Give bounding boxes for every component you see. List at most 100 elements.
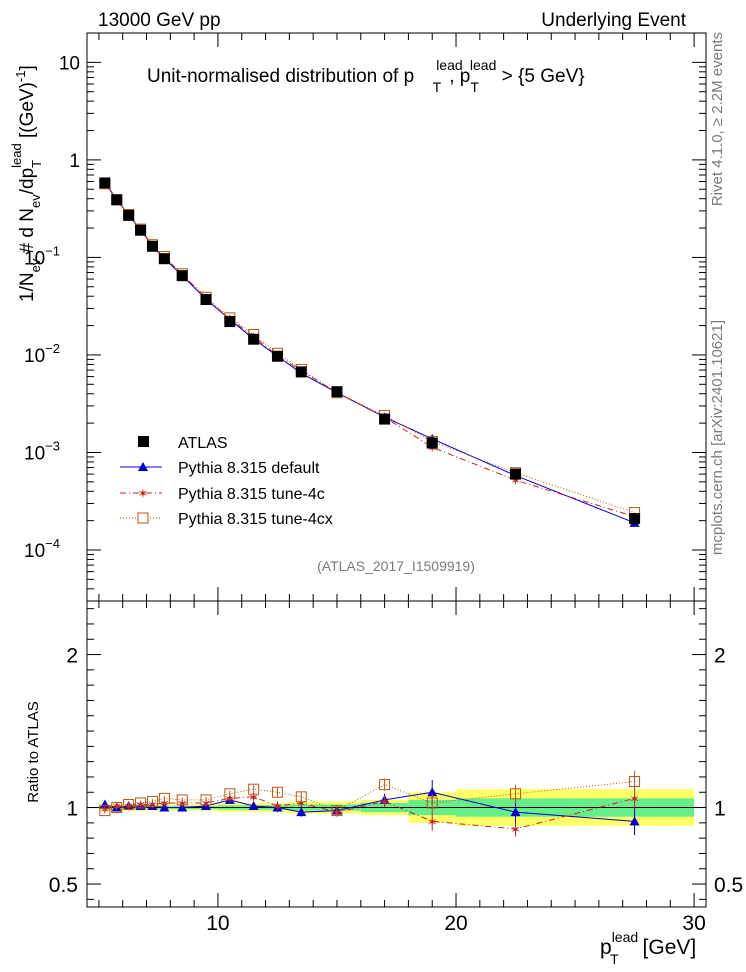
legend-marker-default <box>138 462 148 471</box>
analysis-watermark: (ATLAS_2017_I1509919) <box>317 558 475 574</box>
ratio-point: ✶ <box>123 800 134 815</box>
data-point <box>379 413 391 425</box>
legend-label-default: Pythia 8.315 default <box>178 460 320 477</box>
xlabel-sup: lead <box>612 929 638 945</box>
ratio-frame <box>86 600 707 908</box>
ratio-point: ✶ <box>248 791 259 806</box>
y-tick-label: 10−3 <box>24 438 60 464</box>
ylabel-d: [(GeV) <box>17 82 38 143</box>
ratio-y-tick-label-right: 2 <box>714 645 726 668</box>
y-tick-label: 10−1 <box>24 243 60 269</box>
ratio-point: ✶ <box>135 798 146 813</box>
ratio-point <box>629 776 641 788</box>
ratio-point <box>111 802 123 814</box>
ratio-line <box>104 781 635 812</box>
ratio-point: ✶ <box>272 800 283 815</box>
legend: ATLAS Pythia 8.315 default ✶ Pythia 8.31… <box>120 435 333 528</box>
ratio-point <box>135 797 147 809</box>
title-sub2: T <box>470 79 479 95</box>
title-suffix: > {5 GeV} <box>496 66 584 87</box>
data-point <box>224 316 236 328</box>
title-sup1: lead <box>436 57 462 73</box>
y-tick-label: 1 <box>69 151 80 172</box>
ylabel-a: 1/N <box>17 272 38 302</box>
x-tick-label: 30 <box>682 912 705 935</box>
ratio-point <box>426 797 438 809</box>
data-point: ✶ <box>427 441 438 456</box>
data-point <box>295 366 307 378</box>
ratio-y-tick-label-right: 0.5 <box>714 874 743 897</box>
mcplots-label: mcplots.cern.ch [arXiv:2401.10621] <box>709 320 726 555</box>
ratio-series-group: ✶ ✶ ✶ ✶ ✶ ✶ ✶ ✶ ✶ ✶✶ ✶✶✶✶✶✶ <box>99 770 641 838</box>
data-point: ✶ <box>510 474 521 489</box>
y-tick-base: 10 <box>24 248 45 269</box>
y-tick-base: 10 <box>24 541 45 562</box>
y-tick-label: 10 <box>59 53 80 74</box>
y-tick-base: 10 <box>24 346 45 367</box>
ratio-point <box>510 807 521 817</box>
ratio-point: ✶ <box>427 815 438 830</box>
ratio-point <box>159 802 170 812</box>
title-mid: , p <box>449 66 470 87</box>
data-point <box>111 194 123 206</box>
ratio-y-tick-label: 1 <box>66 798 78 821</box>
header-left: 13000 GeV pp <box>98 10 221 31</box>
ratio-point <box>99 799 110 809</box>
ratio-point: ✶ <box>379 795 390 810</box>
data-point <box>123 209 135 221</box>
y-tick-exp: −3 <box>45 438 60 453</box>
y-tick-label: 10−2 <box>24 341 60 367</box>
ratio-point <box>158 792 170 804</box>
legend-marker-atlas <box>138 436 149 447</box>
ratio-point: ✶ <box>629 792 640 807</box>
ratio-y-tick-label: 0.5 <box>49 874 78 897</box>
legend-label-tune4cx: Pythia 8.315 tune-4cx <box>178 511 333 528</box>
ratio-point <box>379 779 391 791</box>
data-point <box>248 333 260 345</box>
ylabel-sup-m1: -1 <box>13 71 28 83</box>
ylabel-sub-t: T <box>29 160 44 168</box>
ratio-point <box>271 786 283 798</box>
ylabel-sup-lead: lead <box>9 143 24 168</box>
title-sub1: T <box>433 79 442 95</box>
y-tick-label: 10−4 <box>24 536 60 562</box>
ratio-axis-ticks: 2 2 1 1 0.5 0.5 10 20 30 <box>49 601 743 935</box>
data-point <box>271 350 283 362</box>
data-point <box>629 513 641 525</box>
ratio-point <box>176 794 188 806</box>
title-sup2: lead <box>470 57 496 73</box>
ratio-panel: 2 2 1 1 0.5 0.5 10 20 30 ✶ ✶ ✶ ✶ ✶ ✶ ✶ ✶ ✶ ✶✶ ✶✶✶✶✶✶ Ratio… <box>25 600 743 967</box>
ratio-point <box>200 794 212 806</box>
ylabel-b: # d N <box>17 208 38 259</box>
header-right: Underlying Event <box>541 10 686 31</box>
ratio-point <box>123 798 135 810</box>
ratio-point <box>331 805 343 817</box>
ratio-point <box>177 802 188 812</box>
ratio-point <box>248 801 259 811</box>
ratio-point <box>224 788 236 800</box>
legend-marker-tune4cx <box>137 512 149 524</box>
ratio-point <box>427 787 438 797</box>
ylabel-sub-ev2: ev <box>28 194 43 208</box>
ratio-point: ✶ <box>296 797 307 812</box>
ratio-xlabel: plead T [GeV] <box>600 929 696 967</box>
legend-marker-tune4c: ✶ <box>138 487 149 502</box>
y-tick-base: 10 <box>59 53 80 74</box>
y-tick-exp: −1 <box>45 243 60 258</box>
ratio-point: ✶ <box>159 797 170 812</box>
legend-entry-tune4c: ✶ Pythia 8.315 tune-4c <box>120 486 325 503</box>
data-point <box>99 177 111 189</box>
main-series-group: ✶✶✶✶✶✶✶✶✶✶✶✶✶✶✶✶✶ <box>99 177 641 527</box>
ratio-series-2 <box>99 770 641 817</box>
ratio-point <box>295 791 307 803</box>
main-title: Unit-normalised distribution of plead T, … <box>147 57 585 95</box>
legend-entry-atlas: ATLAS <box>138 435 228 452</box>
y-tick-base: 10 <box>24 443 45 464</box>
data-point <box>135 224 147 236</box>
data-point <box>426 437 438 449</box>
main-ylabel: 1/Nev # d Nev/dpTlead [(GeV)-1] <box>9 65 44 302</box>
x-tick-label: 20 <box>444 912 467 935</box>
series-0 <box>99 177 641 525</box>
